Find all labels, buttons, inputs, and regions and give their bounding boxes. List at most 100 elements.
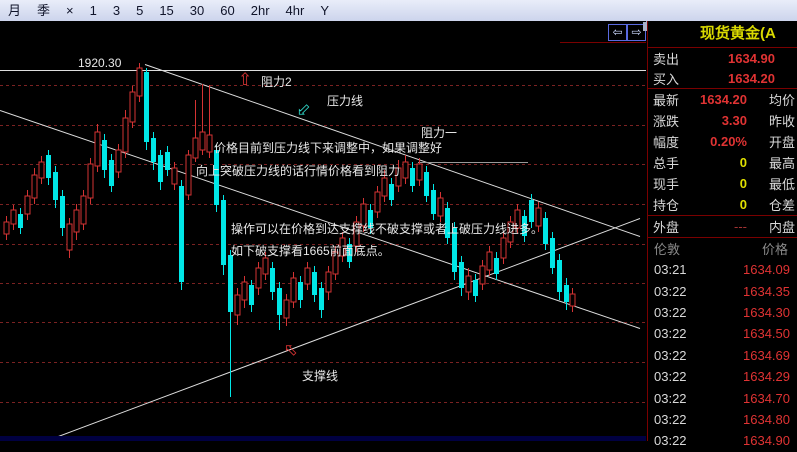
candle-body (486, 251, 493, 271)
toolbar-item-1[interactable]: 1 (89, 2, 97, 18)
tick-time: 03:22 (654, 304, 687, 320)
toolbar-item-30[interactable]: 30 (189, 2, 205, 18)
quote-row-1: 卖出 1634.90 (648, 48, 797, 68)
candle-body (290, 277, 297, 303)
candle-body (122, 117, 129, 153)
instrument-title: 现货黄金(A (700, 25, 776, 42)
quote-right-label: 昨收 (768, 114, 795, 129)
scroll-left-button[interactable]: ⇦ (608, 24, 627, 41)
candle-body (507, 221, 514, 243)
candle-body (424, 172, 429, 196)
candle-body (270, 268, 275, 292)
chart-bottom-strip (0, 436, 646, 441)
candle-body (221, 200, 226, 265)
candle-body (312, 272, 317, 295)
tick-row[interactable]: 03:21 1634.09 (648, 259, 797, 280)
quote-row-4: 涨跌 3.30 昨收 (648, 110, 797, 131)
separator (648, 47, 797, 48)
candle-body (53, 172, 58, 200)
quote-label: 持仓 (653, 198, 680, 213)
candle-body (452, 228, 457, 272)
tick-header-time: 伦敦 (654, 242, 681, 257)
toolbar-item-60[interactable]: 60 (220, 2, 235, 18)
quote-row-7: 现手 0 最低 (648, 173, 797, 194)
candle-body (459, 262, 464, 288)
candle-body (522, 216, 527, 236)
candle-body (298, 282, 303, 300)
candle-body (94, 131, 101, 167)
candle-body (277, 288, 282, 315)
tick-row[interactable]: 03:22 1634.80 (648, 409, 797, 430)
quote-right-label: 最低 (768, 177, 795, 192)
candle-body (129, 91, 136, 123)
candle-body (234, 294, 241, 316)
candle-body (353, 221, 360, 247)
tick-row[interactable]: 03:22 1634.29 (648, 366, 797, 387)
toolbar-item-5[interactable]: 5 (136, 2, 144, 18)
candle-body (60, 196, 65, 228)
candle-body (80, 195, 87, 225)
candle-body (557, 260, 562, 292)
candle-body (192, 137, 199, 159)
toolbar-item-月[interactable]: 月 (8, 2, 22, 18)
chart-canvas[interactable] (0, 21, 646, 442)
toolbar-item-2hr[interactable]: 2hr (250, 2, 270, 18)
quote-label: 最新 (653, 93, 680, 108)
toolbar-item-季[interactable]: 季 (37, 2, 51, 18)
quote-right-label: 开盘 (768, 135, 795, 150)
tick-time: 03:22 (654, 390, 687, 406)
candle-body (3, 221, 10, 235)
quote-value: 0 (739, 197, 747, 212)
tick-time: 03:22 (654, 347, 687, 363)
candle-body (347, 244, 352, 262)
quote-right-label: 均价 (768, 93, 795, 108)
toolbar-item-15[interactable]: 15 (159, 2, 174, 18)
quote-label: 涨跌 (653, 114, 680, 129)
toolbar-item-4hr[interactable]: 4hr (285, 2, 305, 18)
candle-body (24, 195, 31, 215)
quote-value: 3.30 (721, 113, 747, 128)
candle-body (402, 161, 409, 179)
candle-body (102, 140, 107, 170)
candlestick-chart[interactable] (0, 21, 646, 442)
tick-price: 1634.80 (743, 411, 790, 427)
quote-row-5: 幅度 0.20% 开盘 (648, 131, 797, 152)
period-toolbar: 月季 × 1 3 5 15 30 60 2hr 4hr Y (0, 0, 797, 22)
tick-row[interactable]: 03:22 1634.30 (648, 302, 797, 323)
quote-row-6: 总手 0 最高 (648, 152, 797, 173)
tick-row[interactable]: 03:22 1634.35 (648, 280, 797, 301)
toolbar-item-×[interactable]: × (66, 2, 74, 18)
toolbar-item-3[interactable]: 3 (112, 2, 121, 18)
quote-label: 幅度 (653, 135, 680, 150)
candle-body (158, 155, 163, 182)
candle-body (381, 177, 388, 197)
separator (648, 88, 797, 89)
tick-table-header: 伦敦 价格 (648, 238, 797, 259)
tick-row[interactable]: 03:22 1634.70 (648, 387, 797, 408)
candle-body (115, 149, 122, 173)
candle-body (395, 167, 402, 187)
candle-body (73, 209, 80, 233)
candle-body (360, 203, 367, 227)
tick-row[interactable]: 03:22 1634.69 (648, 345, 797, 366)
candle-body (136, 67, 143, 97)
candle-body (283, 299, 290, 319)
quote-value: 1634.20 (728, 70, 775, 86)
candle-body (473, 280, 478, 296)
quote-label: 买入 (653, 71, 680, 87)
candle-body (179, 186, 184, 282)
candle-body (374, 191, 381, 213)
candle-body (151, 138, 156, 162)
candle-body (543, 218, 548, 244)
candle-body (550, 238, 555, 268)
toolbar-item-Y[interactable]: Y (320, 2, 329, 18)
quote-row-9: 外盘 --- 内盘 (648, 216, 797, 237)
quote-right-label: 内盘 (768, 220, 795, 235)
tick-header-price: 价格 (761, 242, 788, 257)
tick-time: 03:22 (654, 283, 687, 299)
scroll-right-button[interactable]: ⇨ (627, 24, 646, 41)
candle-body (31, 174, 38, 199)
tick-row[interactable]: 03:22 1634.50 (648, 323, 797, 344)
quote-label: 总手 (653, 156, 680, 171)
candle-body (144, 72, 149, 142)
